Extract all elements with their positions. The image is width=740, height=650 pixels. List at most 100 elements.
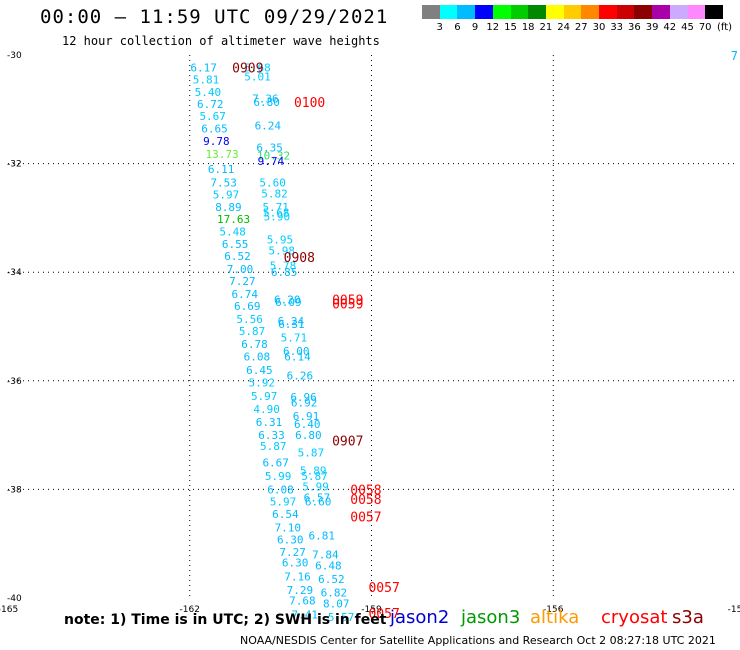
color-key-label: 42: [663, 22, 677, 33]
wave-height-label: 6.96: [290, 391, 317, 404]
wave-height-label: 5.97: [251, 390, 277, 403]
wave-height-label: 6.57: [304, 492, 331, 505]
wave-height-label: 6.74: [232, 288, 259, 301]
x-tick-label: -156: [543, 605, 564, 615]
color-key-swatch: [528, 5, 547, 19]
wave-height-label: 5.40: [195, 86, 222, 99]
color-key-label: 33: [610, 22, 624, 33]
wave-height-label: 6.17: [190, 61, 217, 74]
wave-height-label: 5.89: [300, 464, 327, 477]
time-label: 0909: [232, 61, 263, 76]
wave-height-label: 6.40: [294, 418, 321, 431]
wave-height-label: 6.24: [278, 315, 305, 328]
wave-height-label: 6.14: [284, 350, 311, 363]
wave-height-label: 6.78: [241, 338, 268, 351]
color-key-swatch: [616, 5, 635, 19]
wave-height-label: 7.10: [275, 521, 302, 534]
wave-height-label: 9.78: [203, 135, 230, 148]
legend-jason2: jason2: [390, 607, 450, 628]
color-key-swatch: [669, 5, 688, 19]
wave-height-label: 5.82: [261, 187, 288, 200]
legend-s3a: s3a: [672, 607, 704, 628]
wave-height-label: 6.30: [277, 533, 304, 546]
wave-height-label: 5.87: [301, 470, 328, 483]
wave-height-label: 5.99: [302, 481, 329, 494]
legend-altika: altika: [530, 607, 580, 628]
y-tick-label: -40: [7, 594, 22, 604]
wave-height-label: 13.73: [206, 148, 239, 161]
wave-height-label: 7.00: [227, 263, 254, 276]
wave-height-label: 5.87: [239, 325, 266, 338]
wave-height-label: 5.97: [213, 189, 240, 202]
color-key-swatch: [634, 5, 653, 19]
wave-height-label: 6.31: [256, 416, 283, 429]
wave-height-label: 6.65: [201, 122, 228, 135]
wave-height-label: 6.35: [256, 141, 283, 154]
wave-height-label: 6.69: [234, 300, 261, 313]
wave-height-label: 6.30: [282, 557, 309, 570]
y-tick-label: -36: [7, 377, 22, 387]
wave-height-label: 5.81: [193, 73, 220, 86]
chart-subtitle: 12 hour collection of altimeter wave hei…: [62, 34, 380, 48]
wave-height-label: 6.52: [318, 573, 345, 586]
wave-height-label: 6.85: [271, 266, 298, 279]
edge-value-label: 7: [731, 49, 738, 63]
legend-jason3: jason3: [461, 607, 521, 628]
page-title: 00:00 — 11:59 UTC 09/29/2021: [40, 6, 389, 28]
wave-height-label: 6.48: [315, 559, 342, 572]
wave-height-label: 5.92: [249, 376, 276, 389]
color-key-swatch: [599, 5, 618, 19]
color-key-label: 6: [454, 22, 461, 33]
wave-height-label: 6.55: [222, 238, 249, 251]
time-label: 0057: [368, 607, 399, 622]
wave-height-label: 6.45: [246, 364, 273, 377]
wave-height-label: 5.68: [244, 61, 271, 74]
wave-height-label: 6.33: [258, 429, 285, 442]
wave-height-label: 5.90: [264, 210, 291, 223]
wave-height-label: 5.98: [269, 244, 296, 257]
time-label: 0907: [332, 435, 363, 450]
wave-height-label: 6.54: [272, 508, 299, 521]
y-tick-label: -30: [7, 51, 22, 61]
wave-height-label: 5.87: [260, 440, 287, 453]
wave-height-label: 7.68: [289, 595, 316, 608]
wave-height-label: 6.31: [278, 318, 305, 331]
time-label: 0057: [350, 511, 381, 526]
wave-height-label: 6.20: [274, 293, 301, 306]
color-key-swatch: [652, 5, 671, 19]
time-label: 0059: [332, 293, 363, 308]
color-key-label: 9: [471, 22, 479, 33]
color-key-swatch: [510, 5, 529, 19]
color-key-label: 36: [628, 22, 641, 33]
wave-height-label: 6.80: [253, 96, 279, 109]
x-tick-label: -159: [361, 605, 382, 615]
wave-height-label: 5.71: [281, 331, 308, 344]
color-key-swatch: [687, 5, 706, 19]
color-key-unit: (ft): [717, 22, 733, 33]
wave-height-label: 6.08: [244, 350, 271, 363]
y-tick-label: -32: [7, 160, 22, 170]
color-key-label: 39: [645, 22, 659, 33]
wave-height-label: 6.80: [295, 429, 322, 442]
wave-height-label: 6.92: [291, 397, 318, 410]
wave-height-label: 5.99: [265, 470, 292, 483]
footer-credit: NOAA/NESDIS Center for Satellite Applica…: [240, 634, 716, 647]
wave-height-label: 7.84: [312, 549, 339, 562]
wave-height-label: 4.90: [253, 403, 279, 416]
time-label: 0059: [332, 298, 363, 313]
wave-height-label: 9.74: [258, 155, 285, 168]
wave-height-label: 5.97: [270, 495, 297, 508]
wave-height-label: 10.32: [257, 149, 290, 162]
wave-height-label: 6.24: [255, 120, 282, 133]
wave-height-label: 5.67: [199, 110, 226, 123]
wave-height-label: 5.01: [244, 71, 271, 84]
wave-height-label: 7.27: [229, 275, 256, 288]
wave-height-label: 6.11: [208, 163, 235, 176]
wave-height-label: 5.87: [298, 446, 325, 459]
wave-height-label: 5.60: [259, 177, 286, 190]
time-label: 0058: [350, 483, 381, 498]
wave-height-label: 7.29: [287, 584, 314, 597]
wave-height-label: 6.60: [305, 495, 332, 508]
legend-cryosat: cryosat: [601, 607, 668, 628]
